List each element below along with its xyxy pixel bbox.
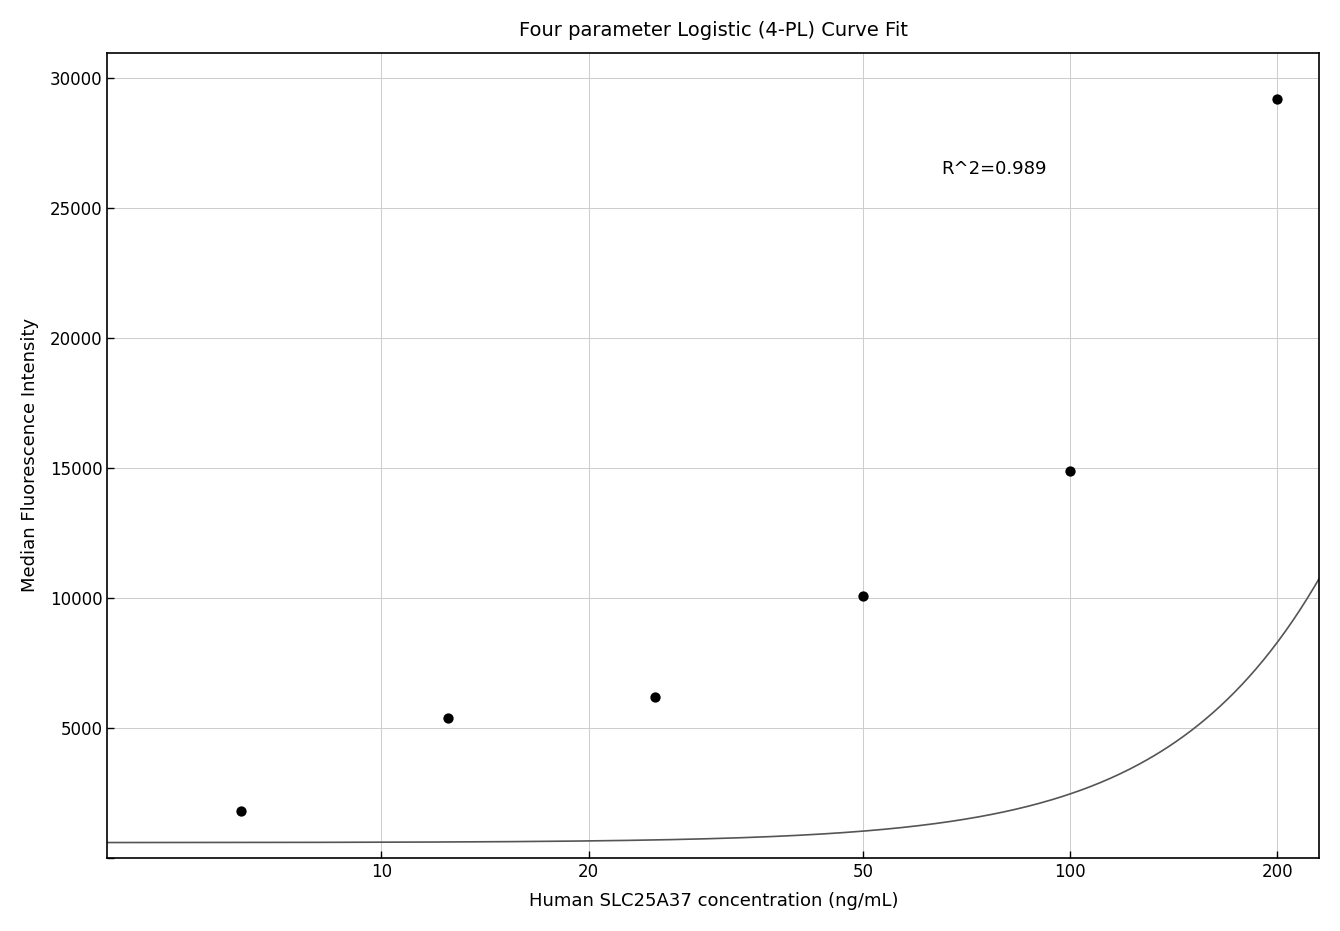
Point (1060, 464, 1081, 479)
Point (852, 588, 874, 603)
Point (230, 804, 252, 819)
X-axis label: Human SLC25A37 concentration (ng/mL): Human SLC25A37 concentration (ng/mL) (528, 892, 898, 911)
Title: Four parameter Logistic (4-PL) Curve Fit: Four parameter Logistic (4-PL) Curve Fit (519, 20, 907, 40)
Point (437, 710, 458, 725)
Text: R^2=0.989: R^2=0.989 (941, 160, 1047, 179)
Point (645, 690, 666, 705)
Y-axis label: Median Fluorescence Intensity: Median Fluorescence Intensity (21, 318, 39, 592)
Point (1266, 92, 1288, 107)
